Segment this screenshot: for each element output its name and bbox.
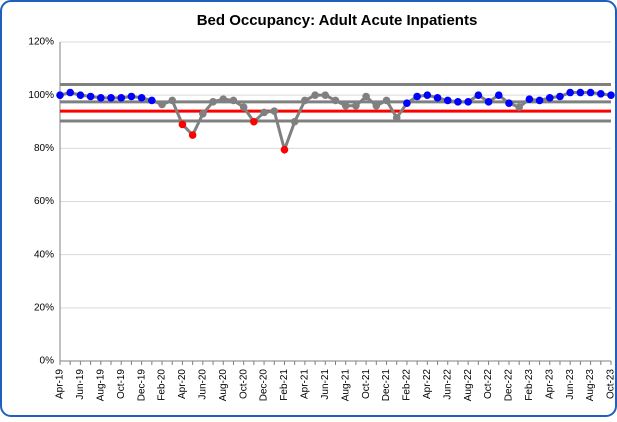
x-tick-label: Dec-19: [136, 369, 147, 402]
data-point: [270, 107, 279, 115]
data-point: [382, 96, 391, 105]
x-tick-label: Aug-22: [463, 369, 474, 402]
data-point: [199, 109, 207, 118]
data-point: [525, 95, 534, 103]
data-point: [596, 90, 605, 98]
data-point: [474, 91, 483, 99]
data-point: [209, 98, 217, 106]
data-point: [392, 113, 401, 122]
data-point: [311, 91, 319, 99]
data-point: [505, 99, 513, 107]
data-point: [107, 94, 115, 102]
x-tick-label: Dec-20: [259, 369, 270, 402]
y-tick-label: 80%: [34, 143, 54, 154]
data-point: [607, 91, 615, 99]
data-point: [188, 131, 197, 139]
x-tick-label: Oct-22: [483, 369, 494, 399]
data-point: [403, 99, 411, 107]
data-point: [341, 102, 350, 110]
x-tick-label: Apr-22: [422, 369, 433, 399]
data-point: [423, 91, 432, 99]
data-point: [148, 96, 156, 105]
data-point: [76, 91, 85, 99]
data-point: [352, 102, 360, 110]
data-point: [372, 102, 381, 110]
data-point: [178, 120, 187, 129]
y-tick-label: 40%: [34, 249, 54, 260]
data-point: [566, 88, 574, 97]
data-point: [66, 88, 75, 97]
chart-title: Bed Occupancy: Adult Acute Inpatients: [197, 12, 478, 29]
data-point: [260, 108, 268, 117]
x-tick-label: Jun-21: [320, 369, 331, 400]
data-point: [97, 94, 105, 102]
data-point: [464, 98, 472, 106]
x-tick-label: Jun-19: [75, 369, 86, 400]
data-point: [515, 103, 523, 111]
x-tick-label: Oct-21: [361, 369, 372, 399]
x-tick-label: Dec-21: [381, 369, 392, 402]
data-point: [443, 96, 452, 105]
x-tick-label: Feb-21: [279, 369, 290, 401]
x-tick-label: Feb-22: [402, 369, 413, 401]
data-point: [413, 92, 421, 101]
x-tick-label: Jun-23: [565, 369, 576, 400]
x-tick-label: Feb-20: [157, 369, 168, 401]
x-tick-label: Aug-23: [585, 369, 596, 402]
y-tick-label: 60%: [34, 196, 54, 207]
y-tick-label: 0%: [40, 356, 55, 367]
data-point: [535, 96, 544, 105]
data-point: [290, 117, 299, 126]
data-point: [168, 96, 177, 105]
data-point: [219, 95, 228, 103]
data-point: [301, 96, 309, 105]
x-tick-label: Apr-21: [300, 369, 311, 399]
x-tick-label: Feb-23: [524, 369, 535, 401]
data-point: [117, 94, 126, 102]
x-tick-label: Oct-23: [606, 369, 617, 399]
data-point: [250, 117, 258, 126]
data-point: [433, 94, 442, 102]
data-point: [545, 94, 554, 102]
x-tick-label: Oct-20: [238, 369, 249, 399]
data-point: [280, 145, 289, 154]
data-point: [331, 96, 340, 105]
x-tick-label: Aug-19: [95, 369, 106, 402]
data-point: [321, 91, 330, 99]
x-tick-label: Oct-19: [116, 369, 127, 399]
x-tick-label: Apr-19: [55, 369, 66, 399]
y-tick-label: 20%: [34, 302, 54, 313]
data-point: [556, 92, 564, 101]
data-point: [137, 94, 146, 102]
x-tick-label: Aug-20: [218, 369, 229, 402]
data-point: [362, 92, 370, 101]
x-tick-label: Aug-21: [340, 369, 351, 402]
x-tick-label: Jun-20: [197, 369, 208, 400]
data-point: [484, 98, 493, 106]
x-tick-label: Apr-23: [544, 369, 555, 399]
data-point: [56, 91, 64, 99]
x-tick-label: Dec-22: [504, 369, 515, 402]
y-tick-label: 100%: [28, 90, 54, 101]
x-tick-label: Apr-20: [177, 369, 188, 399]
data-point: [86, 92, 95, 101]
data-point: [576, 88, 585, 97]
data-point: [239, 103, 248, 111]
data-point: [454, 98, 462, 106]
data-point: [127, 92, 136, 101]
data-point: [229, 96, 238, 105]
x-tick-label: Jun-22: [442, 369, 453, 400]
data-point: [158, 100, 166, 109]
y-tick-label: 120%: [28, 37, 54, 48]
data-point: [494, 91, 503, 99]
data-point: [586, 88, 595, 97]
